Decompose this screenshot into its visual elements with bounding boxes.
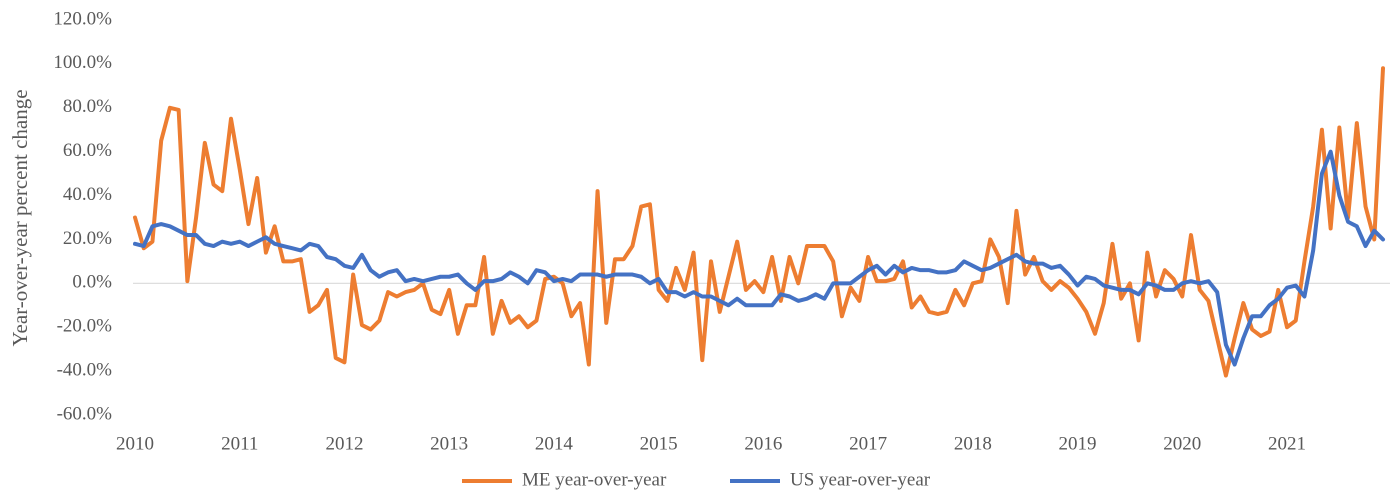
x-tick-label: 2016	[744, 433, 782, 454]
y-tick-label: 0.0%	[72, 272, 112, 293]
x-tick-label: 2013	[430, 433, 468, 454]
legend-label: ME year-over-year	[522, 469, 667, 490]
legend-label: US year-over-year	[790, 469, 931, 490]
y-tick-label: 80.0%	[63, 96, 112, 117]
x-tick-label: 2012	[325, 433, 363, 454]
y-tick-label: -20.0%	[57, 316, 113, 337]
x-tick-label: 2019	[1059, 433, 1097, 454]
y-tick-label: 120.0%	[53, 8, 112, 29]
x-tick-label: 2014	[535, 433, 574, 454]
y-tick-label: 100.0%	[53, 52, 112, 73]
x-tick-label: 2018	[954, 433, 992, 454]
x-tick-label: 2017	[849, 433, 887, 454]
y-tick-label: -40.0%	[57, 359, 113, 380]
line-series	[133, 66, 1385, 378]
x-tick-label: 2015	[640, 433, 678, 454]
line-series	[133, 149, 1385, 367]
x-tick-label: 2020	[1163, 433, 1201, 454]
y-axis-label: Year-over-year percent change	[8, 89, 32, 346]
x-tick-label: 2011	[221, 433, 258, 454]
y-tick-label: 20.0%	[63, 228, 112, 249]
x-tick-label: 2010	[116, 433, 154, 454]
x-tick-label: 2021	[1268, 433, 1306, 454]
y-tick-label: 40.0%	[63, 184, 112, 205]
y-tick-label: 60.0%	[63, 140, 112, 161]
y-tick-label: -60.0%	[57, 403, 113, 424]
